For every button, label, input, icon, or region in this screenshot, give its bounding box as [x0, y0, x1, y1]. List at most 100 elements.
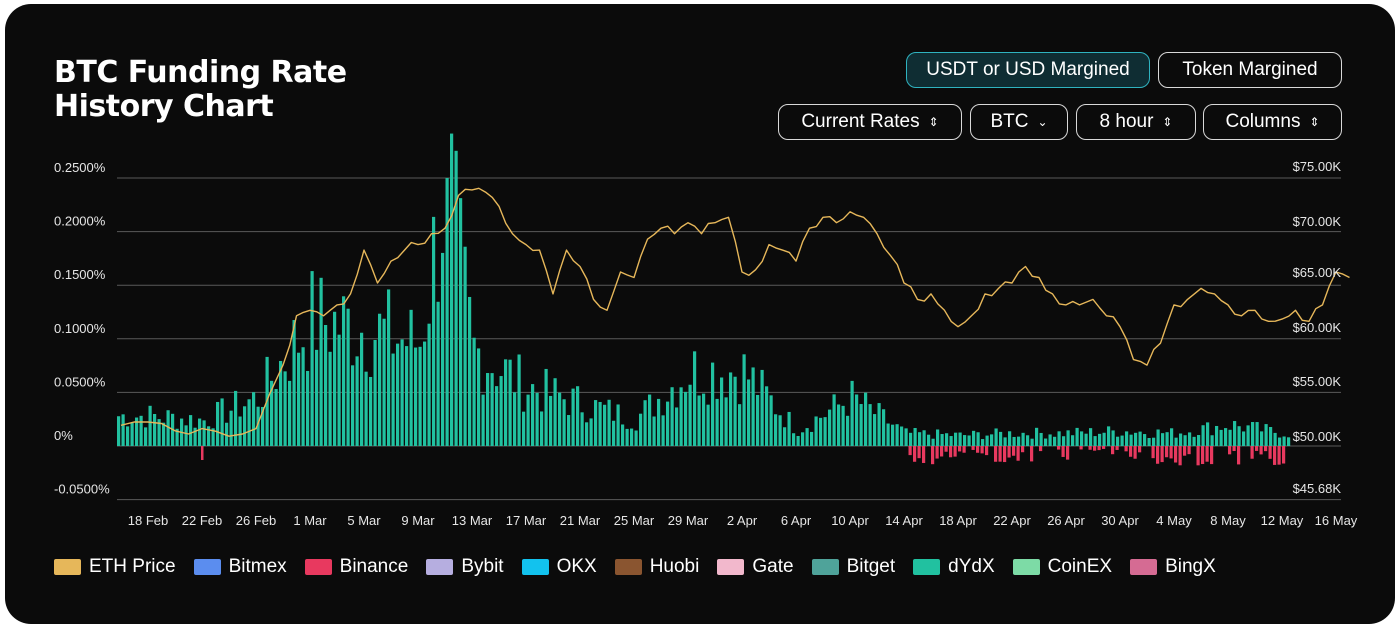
- funding-rate-bar: [927, 434, 931, 446]
- legend-item[interactable]: dYdX: [913, 556, 995, 578]
- funding-rate-bar: [787, 411, 791, 446]
- negative-rate-bar: [1196, 446, 1200, 466]
- chart-type-select[interactable]: Columns ⇕: [1203, 104, 1342, 140]
- funding-rate-bar: [922, 430, 926, 446]
- y-left-tick-label: -0.0500%: [54, 482, 110, 497]
- coin-select[interactable]: BTC ⌄: [970, 104, 1068, 140]
- legend-item[interactable]: OKX: [521, 556, 597, 578]
- funding-rate-bar: [310, 271, 314, 446]
- funding-rate-bar: [1260, 431, 1264, 446]
- funding-rate-bar: [715, 398, 719, 446]
- funding-rate-bar: [774, 414, 778, 446]
- funding-rate-bar: [1282, 436, 1286, 446]
- funding-rate-bar: [855, 394, 859, 446]
- y-right-tick-label: $65.00K: [1293, 265, 1342, 280]
- negative-rate-bar: [1174, 446, 1178, 463]
- x-tick-label: 8 May: [1210, 513, 1246, 528]
- funding-rate-bar: [1030, 438, 1034, 446]
- funding-rate-bar: [130, 422, 134, 446]
- funding-rate-bar: [945, 433, 949, 446]
- negative-rate-bar: [1133, 446, 1137, 459]
- legend-item[interactable]: Bitmex: [193, 556, 287, 578]
- legend-swatch: [193, 559, 221, 575]
- funding-rate-bar: [1071, 435, 1075, 446]
- funding-rate-bar: [445, 178, 449, 446]
- funding-rate-bar: [193, 427, 197, 446]
- x-tick-label: 21 Mar: [560, 513, 601, 528]
- funding-rate-bar: [436, 301, 440, 446]
- funding-rate-bar: [832, 394, 836, 446]
- funding-rate-bar: [472, 337, 476, 446]
- legend-label: OKX: [556, 556, 597, 577]
- funding-rate-bar: [1255, 422, 1259, 446]
- negative-rate-bar: [1273, 446, 1277, 465]
- funding-rate-bar: [315, 349, 319, 446]
- funding-rate-bar: [355, 356, 359, 446]
- legend-item[interactable]: Huobi: [614, 556, 699, 578]
- funding-rate-bar: [1161, 433, 1165, 446]
- funding-rate-bar: [913, 428, 917, 446]
- negative-rate-bar: [1102, 446, 1106, 449]
- funding-rate-bar: [288, 380, 292, 446]
- legend-item[interactable]: ETH Price: [54, 556, 176, 578]
- funding-rate-bar: [1219, 429, 1223, 446]
- funding-rate-bar: [814, 416, 818, 446]
- legend-swatch: [811, 559, 839, 575]
- funding-rate-bar: [828, 409, 832, 446]
- funding-rate-bar: [594, 400, 598, 446]
- funding-rate-bar: [729, 372, 733, 446]
- rates-select[interactable]: Current Rates ⇕: [778, 104, 962, 140]
- funding-rate-bar: [706, 404, 710, 446]
- funding-rate-bar: [1233, 421, 1237, 446]
- token-margined-toggle[interactable]: Token Margined: [1158, 52, 1342, 88]
- legend-swatch: [717, 559, 745, 575]
- negative-rate-bar: [931, 446, 935, 465]
- funding-rate-bar: [630, 428, 634, 446]
- funding-rate-bar: [882, 409, 886, 446]
- x-tick-label: 13 Mar: [452, 513, 493, 528]
- funding-rate-bar: [1246, 425, 1250, 446]
- funding-rate-bar: [1012, 436, 1016, 446]
- funding-rate-bar: [1269, 427, 1273, 446]
- funding-rate-bar: [738, 404, 742, 446]
- negative-rate-bar: [1237, 446, 1241, 465]
- funding-rate-bar: [454, 150, 458, 446]
- negative-rate-bar: [1268, 446, 1272, 459]
- funding-rate-bar: [1251, 422, 1255, 446]
- funding-rate-bar: [450, 133, 454, 447]
- funding-rate-bar: [1066, 430, 1070, 446]
- legend-item[interactable]: CoinEX: [1012, 556, 1112, 578]
- funding-rate-bar: [157, 419, 161, 446]
- funding-rate-bar: [270, 380, 274, 446]
- funding-rate-bar: [499, 376, 503, 446]
- funding-rate-bar: [1188, 432, 1192, 446]
- funding-rate-bar: [1278, 437, 1282, 446]
- legend-item[interactable]: Bybit: [426, 556, 504, 578]
- legend-item[interactable]: Binance: [304, 556, 408, 578]
- interval-select[interactable]: 8 hour ⇕: [1076, 104, 1196, 140]
- legend-item[interactable]: Gate: [717, 556, 794, 578]
- negative-rate-bar: [944, 446, 948, 452]
- funding-rate-bar: [963, 435, 967, 446]
- y-left-tick-label: 0.2500%: [54, 160, 106, 175]
- usdt-margined-toggle[interactable]: USDT or USD Margined: [906, 52, 1150, 88]
- x-tick-label: 4 May: [1156, 513, 1192, 528]
- funding-rate-bar: [504, 359, 508, 446]
- funding-rate-bar: [666, 401, 670, 446]
- x-tick-label: 9 Mar: [401, 513, 435, 528]
- funding-rate-bar: [702, 393, 706, 446]
- x-tick-label: 1 Mar: [293, 513, 327, 528]
- funding-rate-bar: [603, 404, 607, 446]
- funding-rate-bar: [1242, 431, 1246, 446]
- legend-item[interactable]: BingX: [1130, 556, 1216, 578]
- legend-item[interactable]: Bitget: [811, 556, 895, 578]
- funding-rate-bar: [751, 367, 755, 446]
- funding-rate-bar: [1111, 430, 1115, 446]
- interval-select-value: 8 hour: [1099, 111, 1154, 132]
- negative-rate-bar: [1003, 446, 1007, 463]
- funding-rate-bar: [495, 386, 499, 446]
- negative-rate-bar: [1183, 446, 1187, 456]
- funding-rate-bar: [1201, 425, 1205, 446]
- negative-rate-bar: [1160, 446, 1164, 463]
- funding-rate-bar: [967, 435, 971, 446]
